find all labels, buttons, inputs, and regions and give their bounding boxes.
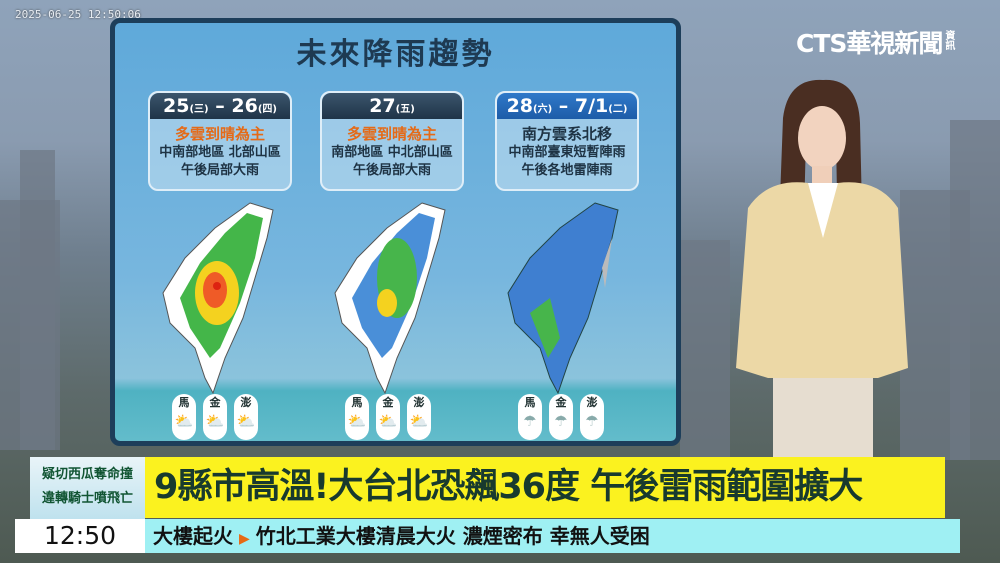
- outlying-islands-group: 馬 ⛅ 金 ⛅ 澎 ⛅: [345, 394, 431, 440]
- card-date: 25(三) – 26(四): [150, 93, 290, 119]
- partly-sunny-icon: ⛅: [378, 412, 398, 430]
- partly-sunny-icon: ⛅: [205, 412, 225, 430]
- presenter: [736, 79, 908, 458]
- island-penghu: 澎 ⛅: [234, 394, 258, 440]
- card-summary: 南方雲系北移: [521, 125, 612, 143]
- news-ticker: 大樓起火 ▶ 竹北工業大樓清晨大火 濃煙密布 幸無人受困: [145, 519, 960, 553]
- partly-sunny-icon: ⛅: [409, 412, 429, 430]
- partly-sunny-icon: ⛅: [174, 412, 194, 430]
- forecast-card: 27(五) 多雲到晴為主 南部地區 中北部山區 午後局部大雨: [320, 91, 464, 191]
- partly-sunny-icon: ⛅: [236, 412, 256, 430]
- ticker-topic: 大樓起火: [153, 524, 233, 548]
- island-penghu: 澎 ⛅: [407, 394, 431, 440]
- card-summary: 多雲到晴為主: [346, 125, 437, 143]
- card-date: 28(六) – 7/1(二): [497, 93, 637, 119]
- ticker-text: 竹北工業大樓清晨大火 濃煙密布 幸無人受困: [255, 524, 650, 548]
- island-matsu: 馬 ☂: [518, 394, 542, 440]
- clock: 12:50: [15, 519, 145, 553]
- card-summary: 多雲到晴為主: [174, 125, 265, 143]
- rain-icon: ☂: [554, 412, 568, 430]
- cts-logo: CTS華視新聞 資訊: [796, 29, 955, 58]
- rain-map-taiwan: [162, 202, 274, 395]
- panel-title: 未來降雨趨勢: [296, 37, 495, 72]
- outlying-islands-group: 馬 ⛅ 金 ⛅ 澎 ⛅: [172, 394, 258, 440]
- play-arrow-icon: ▶: [239, 531, 250, 547]
- forecast-card: 28(六) – 7/1(二) 南方雲系北移 中南部臺東短暫陣雨 午後各地雷陣雨: [495, 91, 639, 191]
- partly-sunny-icon: ⛅: [347, 412, 367, 430]
- side-headline: 疑切西瓜奪命撞 違轉騎士噴飛亡: [30, 457, 145, 519]
- island-matsu: 馬 ⛅: [172, 394, 196, 440]
- island-kinmen: 金 ☂: [549, 394, 573, 440]
- main-headline: 9縣市高溫!大台北恐飆36度 午後雷雨範圍擴大: [145, 457, 945, 518]
- timestamp: 2025-06-25 12:50:06: [15, 8, 141, 21]
- rain-map-taiwan: [507, 202, 619, 395]
- rain-map-taiwan: [334, 202, 446, 395]
- island-matsu: 馬 ⛅: [345, 394, 369, 440]
- island-penghu: 澎 ☂: [580, 394, 604, 440]
- forecast-card: 25(三) – 26(四) 多雲到晴為主 中南部地區 北部山區 午後局部大雨: [148, 91, 292, 191]
- rain-forecast-panel: 未來降雨趨勢 25(三) – 26(四) 多雲到晴為主 中南部地區 北部山區 午…: [110, 18, 681, 446]
- outlying-islands-group: 馬 ☂ 金 ☂ 澎 ☂: [518, 394, 604, 440]
- rain-icon: ☂: [585, 412, 599, 430]
- rain-icon: ☂: [523, 412, 537, 430]
- island-kinmen: 金 ⛅: [376, 394, 400, 440]
- island-kinmen: 金 ⛅: [203, 394, 227, 440]
- card-date: 27(五): [322, 93, 462, 119]
